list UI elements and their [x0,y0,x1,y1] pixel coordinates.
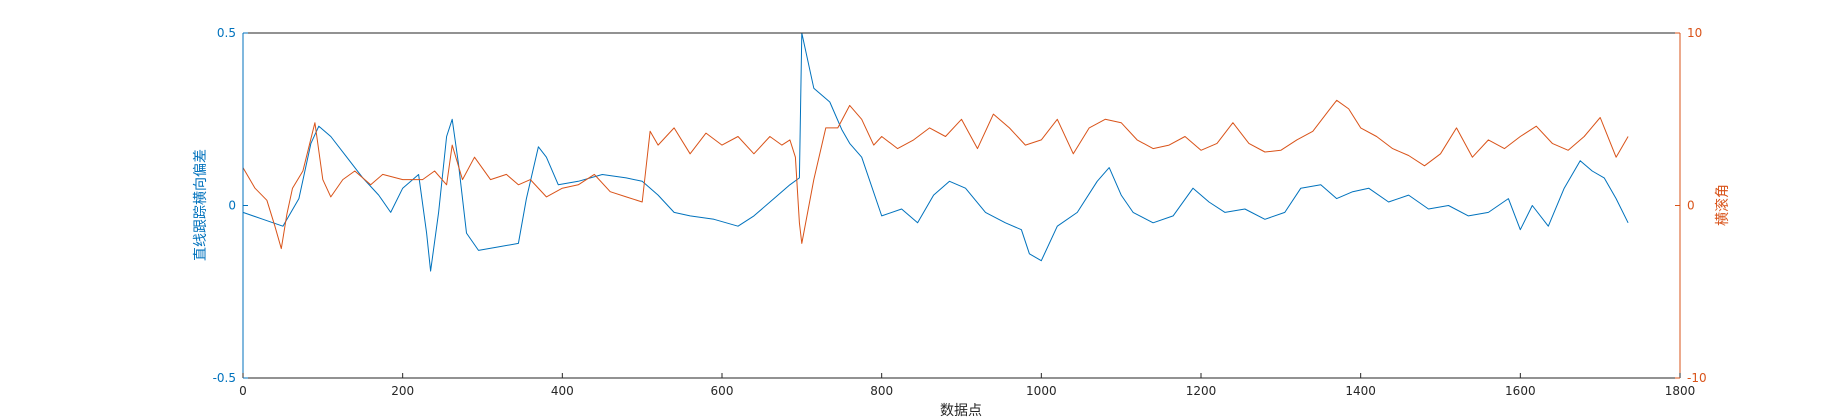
x-ticks: 0 200 400 600 800 1000 1200 1400 1600 1800 [239,373,1695,398]
x-tick-label: 800 [870,384,893,398]
y-right-tick-label: 0 [1687,199,1695,213]
x-tick-label: 1600 [1505,384,1536,398]
y-left-axis-title: 直线跟踪横向偏差 [192,149,209,261]
y-left-tick-label: 0.5 [217,26,236,40]
y-right-tick-label: -10 [1687,371,1707,385]
x-tick-label: 1200 [1186,384,1217,398]
x-tick-label: 1800 [1665,384,1696,398]
x-tick-label: 0 [239,384,247,398]
y-right-tick-label: 10 [1687,26,1702,40]
x-tick-label: 200 [391,384,414,398]
x-tick-label: 400 [551,384,574,398]
series-line-lateral-deviation [242,32,1629,272]
y-left-ticks: -0.5 0 0.5 [213,26,248,385]
x-tick-label: 600 [711,384,734,398]
x-tick-label: 1400 [1345,384,1376,398]
y-left-tick-label: 0 [228,199,236,213]
series-line-roll-angle [242,99,1629,250]
y-right-ticks: -10 0 10 [1675,26,1707,385]
x-tick-label: 1000 [1026,384,1057,398]
y-left-tick-label: -0.5 [213,371,236,385]
x-axis-title: 数据点 [940,403,982,419]
y-right-axis-title: 横滚角 [1714,184,1731,226]
plot-area [243,33,1680,378]
plot-content [242,32,1629,272]
